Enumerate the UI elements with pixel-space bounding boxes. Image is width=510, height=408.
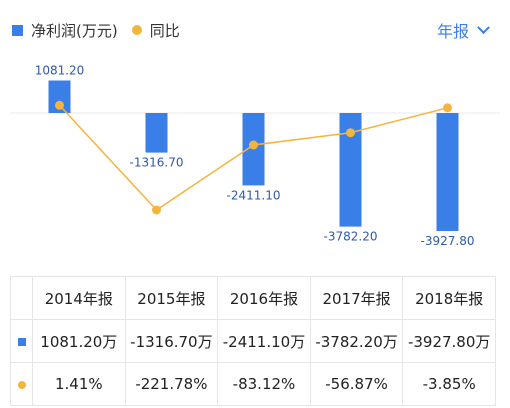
yoy-cell: -3.85% — [402, 362, 496, 406]
line-legend-icon — [17, 381, 26, 389]
profit-cell: -1316.70万 — [124, 319, 219, 363]
profit-chart: 1081.20 -1316.70 -2411.10 -3782.20 -3927.80 — [10, 64, 500, 248]
yoy-cell: -221.78% — [124, 362, 219, 406]
bar-value-label: -3927.80 — [421, 234, 475, 248]
period-selector[interactable]: 年报 — [436, 18, 490, 42]
profit-cell: -3927.80万 — [402, 319, 496, 363]
header-cell: 2017年报 — [309, 276, 404, 320]
bar-value-label: -3782.20 — [324, 230, 378, 244]
header-spacer — [10, 276, 33, 320]
yoy-row: 1.41% -221.78% -83.12% -56.87% -3.85% — [10, 362, 496, 406]
header-cell: 2015年报 — [124, 276, 219, 320]
profit-cell: -3782.20万 — [309, 319, 404, 363]
profit-bar — [339, 113, 362, 227]
profit-bar — [48, 80, 71, 113]
legend-profit-label: 净利润(万元) — [31, 21, 118, 40]
profit-row: 1081.20万 -1316.70万 -2411.10万 -3782.20万 -… — [10, 319, 496, 363]
summary-table: 2014年报 2015年报 2016年报 2017年报 2018年报 1081.… — [10, 276, 496, 406]
bar-value-label: -2411.10 — [227, 188, 281, 202]
yoy-cell: -56.87% — [309, 362, 404, 406]
yoy-cell: -83.12% — [217, 362, 311, 406]
bar-legend-icon — [17, 338, 26, 346]
yoy-point — [152, 205, 161, 215]
legend: 净利润(万元) 同比 — [12, 18, 180, 42]
profit-cell: -2411.10万 — [217, 319, 311, 363]
profit-row-marker — [10, 319, 33, 363]
legend-line-swatch — [131, 25, 142, 35]
profit-cell: 1081.20万 — [32, 319, 126, 363]
header-cell: 2016年报 — [217, 276, 311, 320]
profit-bar — [436, 113, 459, 231]
yoy-point — [346, 128, 355, 138]
yoy-cell: 1.41% — [32, 362, 126, 406]
bar-value-label: 1081.20 — [35, 64, 85, 78]
profit-bar — [145, 113, 168, 153]
period-label: 年报 — [436, 22, 469, 41]
legend-yoy-label: 同比 — [149, 21, 180, 40]
table-header-row: 2014年报 2015年报 2016年报 2017年报 2018年报 — [10, 276, 496, 320]
bar-value-label: -1316.70 — [130, 156, 184, 170]
yoy-point — [249, 140, 258, 150]
legend-bar-swatch — [12, 24, 23, 36]
yoy-point — [55, 100, 64, 110]
yoy-point — [443, 103, 452, 113]
header-cell: 2014年报 — [32, 276, 126, 320]
header-cell: 2018年报 — [402, 276, 496, 320]
yoy-row-marker — [10, 362, 33, 406]
